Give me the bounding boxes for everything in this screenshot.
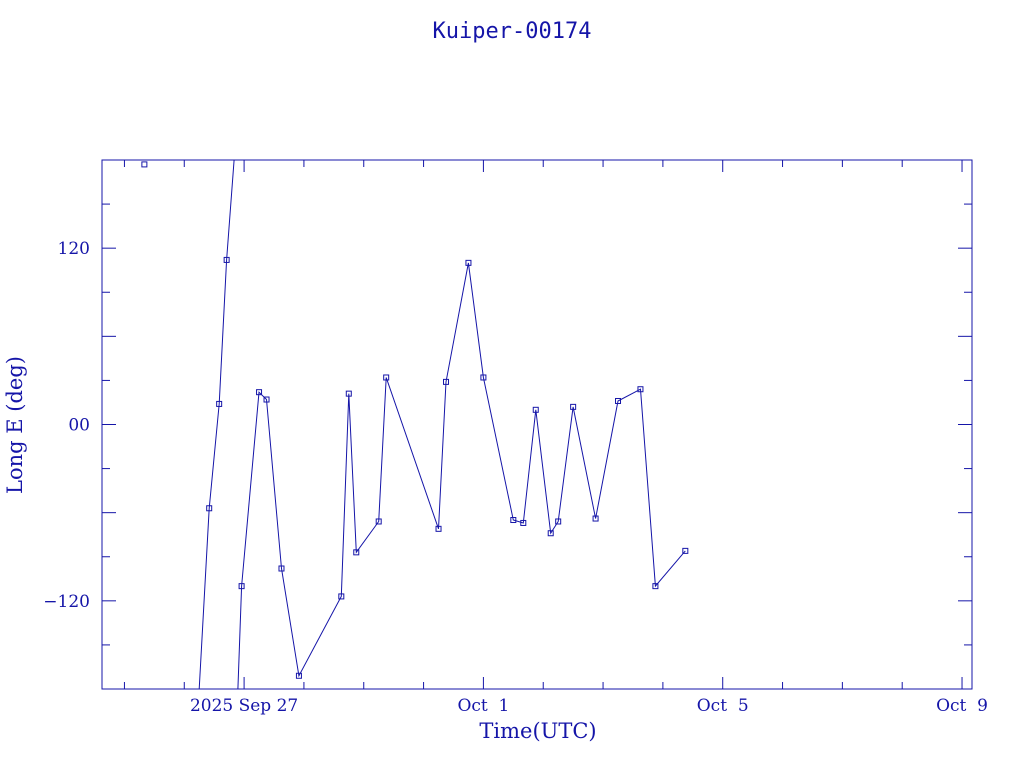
data-point <box>278 565 285 572</box>
data-point <box>480 374 487 381</box>
data-point <box>443 378 450 385</box>
data-point <box>520 519 527 526</box>
y-tick-label: −120 <box>43 592 90 612</box>
y-tick-label: 00 <box>68 416 90 436</box>
data-point <box>295 672 302 679</box>
data-point <box>555 518 562 525</box>
chart-title: Kuiper-00174 <box>433 19 592 44</box>
y-axis-label: Long E (deg) <box>3 356 27 494</box>
data-point <box>682 547 689 554</box>
x-tick-label: 2025 Sep 27 <box>190 696 298 716</box>
x-tick-label: Oct 5 <box>697 696 749 716</box>
series-lines <box>198 160 686 689</box>
data-point <box>345 390 352 397</box>
x-axis-tick-labels: 2025 Sep 27 Oct 1 Oct 5 Oct 9 <box>190 696 988 716</box>
data-point <box>206 505 213 512</box>
data-point <box>223 256 230 263</box>
data-point <box>592 515 599 522</box>
data-point <box>570 403 577 410</box>
data-point <box>510 517 517 524</box>
data-point <box>353 549 360 556</box>
data-point <box>637 386 644 393</box>
series-line <box>198 160 235 689</box>
x-axis-label: Time(UTC) <box>479 719 596 743</box>
plot-frame <box>101 159 973 690</box>
data-point <box>216 400 223 407</box>
series-line <box>237 262 686 689</box>
data-point <box>435 525 442 532</box>
series-markers <box>141 161 689 679</box>
data-point <box>547 530 554 537</box>
y-axis-tick-labels: −120 00 120 <box>43 239 90 612</box>
data-point <box>383 374 390 381</box>
data-point <box>652 583 659 590</box>
data-point <box>615 397 622 404</box>
data-point <box>256 389 263 396</box>
y-axis-ticks <box>102 203 972 646</box>
data-point <box>263 396 270 403</box>
y-tick-label: 120 <box>58 239 90 259</box>
x-axis-ticks <box>123 160 963 689</box>
x-tick-label: Oct 1 <box>457 696 509 716</box>
data-point <box>338 593 345 600</box>
x-tick-label: Oct 9 <box>936 696 988 716</box>
data-point <box>141 161 148 168</box>
data-point <box>532 406 539 413</box>
data-point <box>375 518 382 525</box>
data-point <box>465 259 472 266</box>
data-point <box>238 583 245 590</box>
